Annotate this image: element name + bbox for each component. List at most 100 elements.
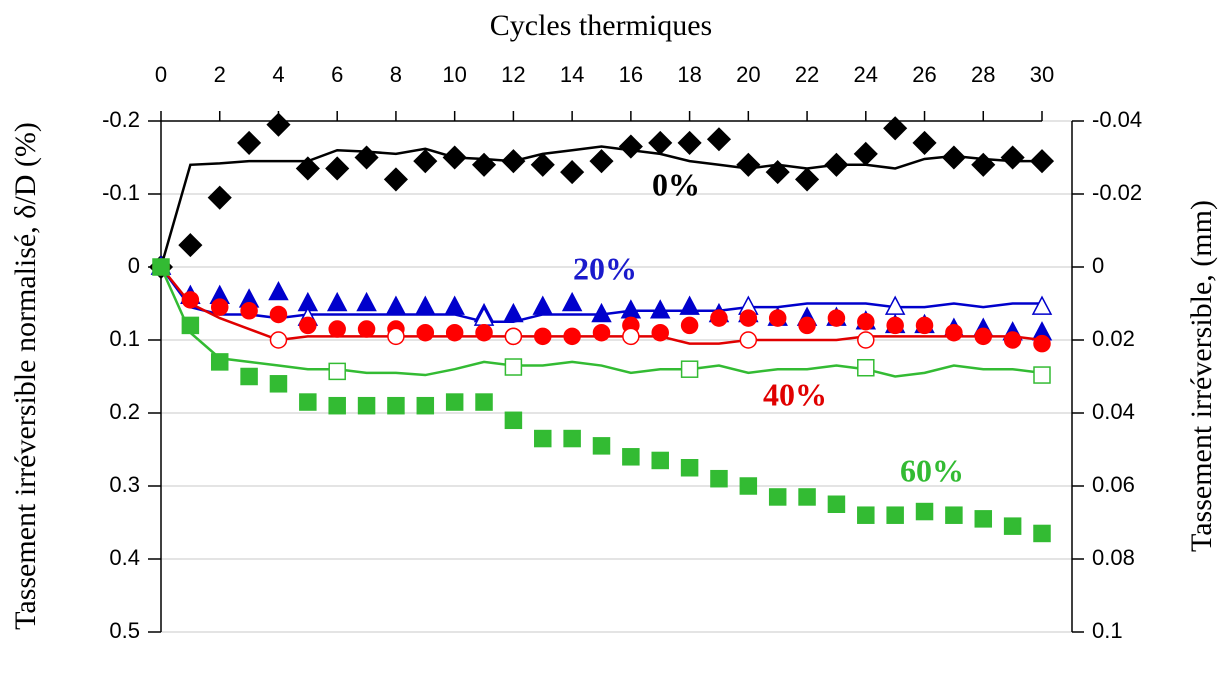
circle-marker	[768, 309, 787, 327]
diamond-marker	[941, 145, 966, 170]
diamond-marker	[266, 112, 291, 137]
circle-marker	[416, 323, 435, 342]
y-tick-label: 0.2	[109, 399, 140, 424]
diamond-marker	[589, 149, 614, 174]
square-marker	[1003, 517, 1022, 535]
diamond-marker	[237, 130, 262, 155]
x-tick-label: 28	[971, 62, 995, 87]
square-marker	[534, 429, 552, 448]
circle-marker	[827, 309, 846, 327]
y2-tick-label: 0.08	[1092, 545, 1135, 570]
diamond-marker	[471, 152, 497, 177]
circle-marker	[357, 320, 376, 338]
y2-tick-label: -0.04	[1092, 107, 1142, 132]
diamond-marker	[442, 145, 467, 170]
square-marker	[387, 396, 405, 415]
triangle-marker	[326, 291, 348, 312]
y2-tick-label: 0.02	[1092, 326, 1135, 351]
circle-marker	[739, 309, 758, 327]
circle-marker	[739, 331, 758, 349]
square-marker	[651, 451, 669, 470]
diamond-marker	[648, 130, 673, 155]
triangle-marker	[649, 299, 671, 319]
triangle-marker	[1031, 295, 1053, 315]
triangle-marker	[415, 295, 436, 315]
y-tick-label: 0.1	[109, 326, 140, 351]
circle-marker	[299, 316, 317, 335]
square-marker	[739, 477, 758, 495]
triangle-marker	[884, 295, 906, 315]
x-tick-label: 4	[272, 62, 284, 87]
circle-marker	[240, 302, 258, 320]
diamond-marker	[677, 130, 702, 155]
diamond-marker	[383, 167, 408, 192]
square-marker	[680, 459, 699, 477]
circle-marker	[387, 327, 405, 346]
y2-tick-label: 0	[1092, 253, 1104, 278]
triangle-marker	[561, 291, 583, 312]
circle-marker	[534, 327, 552, 346]
square-marker	[680, 360, 699, 378]
circle-marker	[1003, 331, 1022, 349]
triangle-marker	[444, 295, 465, 315]
square-marker	[563, 429, 581, 448]
circle-marker	[798, 316, 816, 335]
circle-marker	[622, 327, 640, 346]
square-marker	[357, 396, 376, 415]
circle-marker	[269, 305, 288, 324]
circle-marker	[710, 309, 728, 327]
annotation: 60%	[900, 452, 964, 488]
y2-tick-label: 0.04	[1092, 399, 1135, 424]
circle-marker	[475, 323, 493, 342]
y2-tick-label: 0.06	[1092, 472, 1135, 497]
triangle-marker	[532, 295, 554, 315]
y2-tick-label: 0.1	[1092, 618, 1123, 643]
series-line	[159, 266, 1043, 378]
y-tick-label: 0.5	[109, 618, 140, 643]
annotation: 20%	[573, 250, 637, 286]
circle-marker	[857, 313, 875, 331]
x-tick-label: 0	[155, 62, 167, 87]
square-marker	[798, 488, 816, 506]
circle-marker	[592, 323, 611, 342]
x-tick-label: 22	[795, 62, 819, 87]
annotation: 40%	[763, 376, 827, 412]
y2-tick-label: -0.02	[1092, 180, 1142, 205]
square-marker	[857, 506, 875, 524]
circle-marker	[945, 323, 963, 342]
diamond-marker	[178, 233, 203, 258]
square-marker	[710, 469, 728, 488]
circle-marker	[915, 316, 934, 335]
square-marker	[1033, 524, 1051, 543]
y-tick-label: -0.1	[102, 180, 140, 205]
square-marker	[945, 506, 963, 524]
square-marker	[210, 353, 229, 371]
circle-marker	[181, 291, 200, 309]
square-marker	[504, 358, 523, 376]
square-marker	[622, 448, 640, 466]
diamond-marker	[618, 134, 643, 159]
square-marker	[1033, 366, 1051, 384]
y-tick-label: 0.4	[109, 545, 140, 570]
diamond-marker	[912, 130, 937, 155]
circle-marker	[328, 320, 346, 338]
diamond-marker	[325, 156, 350, 181]
square-marker	[504, 411, 523, 430]
circle-marker	[504, 327, 523, 346]
x-tick-label: 8	[390, 62, 402, 87]
square-marker	[857, 358, 875, 377]
x-tick-label: 20	[736, 62, 760, 87]
diamond-marker	[560, 160, 585, 185]
x-tick-label: 2	[214, 62, 226, 87]
diamond-marker	[501, 149, 526, 174]
circle-marker	[680, 316, 699, 335]
square-marker	[445, 393, 464, 411]
circle-marker	[651, 323, 669, 342]
circle-marker	[563, 327, 581, 346]
diamond-marker	[413, 149, 438, 174]
circle-marker	[1033, 334, 1051, 353]
diamond-marker	[530, 152, 555, 177]
square-marker	[827, 495, 846, 513]
square-marker	[299, 393, 317, 411]
